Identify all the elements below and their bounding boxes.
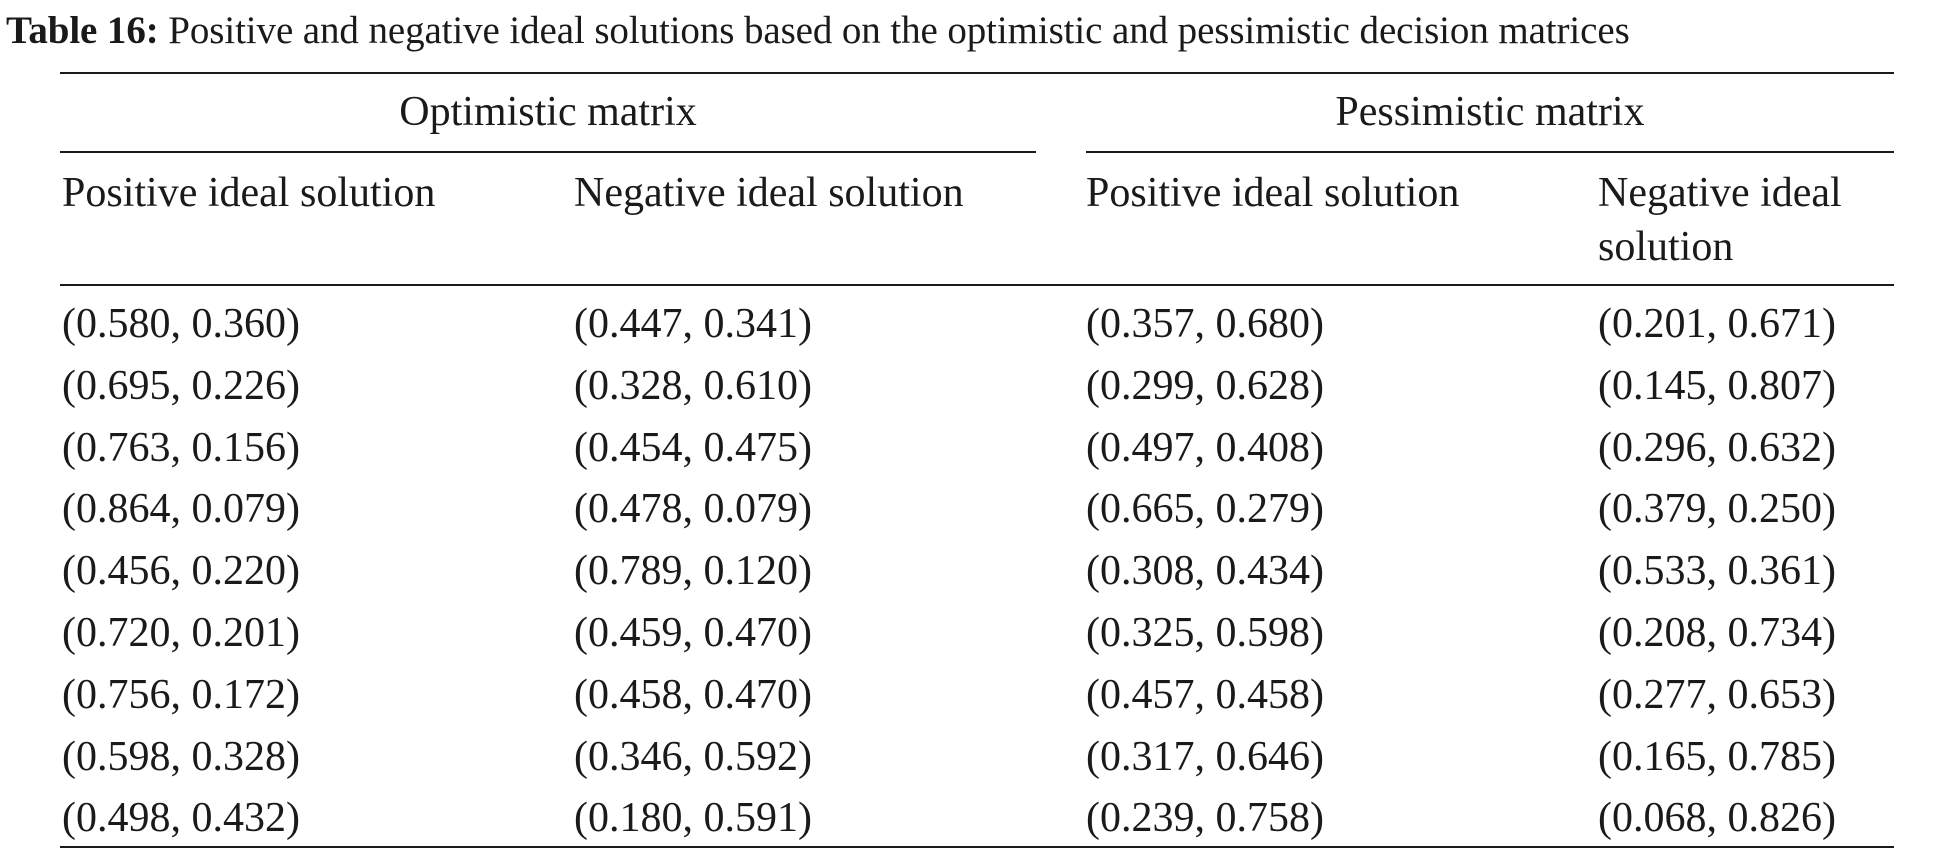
table-cell: (0.763, 0.156) <box>62 424 300 471</box>
table-cell: (0.695, 0.226) <box>62 362 300 409</box>
table-cell: (0.457, 0.458) <box>1086 671 1324 718</box>
column-header-positive-ideal-optimistic: Positive ideal solution <box>62 170 436 216</box>
table-cell: (0.308, 0.434) <box>1086 548 1324 595</box>
table-cell: (0.720, 0.201) <box>62 610 300 656</box>
table-cell: (0.201, 0.671) <box>1598 301 1836 347</box>
table-cell: (0.277, 0.653) <box>1598 671 1836 718</box>
table-cell: (0.299, 0.628) <box>1086 362 1324 409</box>
table-cell: (0.458, 0.470) <box>574 671 812 718</box>
table-cell: (0.533, 0.361) <box>1598 548 1836 595</box>
column-header-negative-ideal-optimistic: Negative ideal solution <box>574 170 964 216</box>
column-header-positive-ideal-pessimistic: Positive ideal solution <box>1086 170 1460 216</box>
table-cell: (0.180, 0.591) <box>574 795 812 842</box>
table-cell: (0.456, 0.220) <box>62 548 300 595</box>
column-header-negative-ideal-pessimistic: Negative ideal solution <box>1598 170 1842 270</box>
table-cell: (0.478, 0.079) <box>574 486 812 533</box>
table-cell: (0.756, 0.172) <box>62 671 300 718</box>
table-cell: (0.165, 0.785) <box>1598 733 1836 780</box>
group-rule-pessimistic <box>1086 151 1894 153</box>
table-cell: (0.317, 0.646) <box>1086 733 1324 780</box>
table-cell: (0.239, 0.758) <box>1086 795 1324 842</box>
table-cell: (0.454, 0.475) <box>574 424 812 471</box>
group-rule-optimistic <box>60 151 1036 153</box>
table-cell: (0.497, 0.408) <box>1086 424 1324 471</box>
group-header-pessimistic: Pessimistic matrix <box>1335 89 1645 135</box>
header-bottom-rule <box>60 284 1894 286</box>
table-bottom-rule <box>60 846 1894 848</box>
table-cell: (0.328, 0.610) <box>574 362 812 409</box>
table-cell: (0.296, 0.632) <box>1598 424 1836 471</box>
table-top-rule <box>60 72 1894 74</box>
table-cell: (0.580, 0.360) <box>62 301 300 347</box>
table-cell: (0.325, 0.598) <box>1086 610 1324 656</box>
table-cell: (0.346, 0.592) <box>574 733 812 780</box>
table-cell: (0.145, 0.807) <box>1598 362 1836 409</box>
table-caption: Table 16: Positive and negative ideal so… <box>6 8 1630 54</box>
table-cell: (0.379, 0.250) <box>1598 486 1836 533</box>
table-cell: (0.447, 0.341) <box>574 301 812 347</box>
table-cell: (0.357, 0.680) <box>1086 301 1324 347</box>
table-cell: (0.459, 0.470) <box>574 610 812 656</box>
table-cell: (0.068, 0.826) <box>1598 795 1836 842</box>
table-cell: (0.598, 0.328) <box>62 733 300 780</box>
table-caption-label: Table 16: <box>6 9 159 52</box>
table-cell: (0.864, 0.079) <box>62 486 300 533</box>
table-cell: (0.665, 0.279) <box>1086 486 1324 533</box>
table-cell: (0.789, 0.120) <box>574 548 812 595</box>
group-header-optimistic: Optimistic matrix <box>399 89 697 135</box>
table-cell: (0.498, 0.432) <box>62 795 300 842</box>
table-cell: (0.208, 0.734) <box>1598 610 1836 656</box>
table-caption-text: Positive and negative ideal solutions ba… <box>168 9 1630 52</box>
